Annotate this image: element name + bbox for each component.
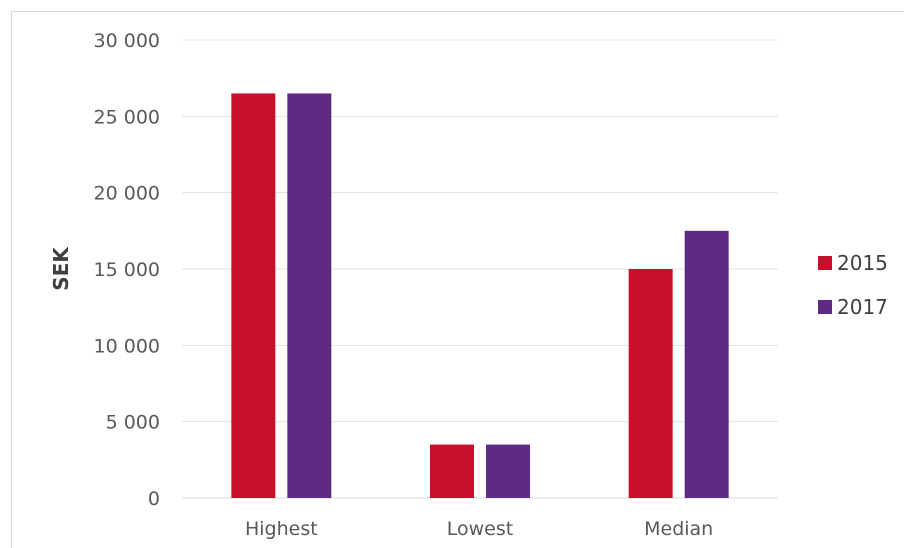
y-axis-title: SEK xyxy=(49,246,73,291)
x-tick-label: Lowest xyxy=(447,518,513,540)
y-tick-label: 15 000 xyxy=(94,259,160,281)
x-tick-label: Highest xyxy=(245,518,318,540)
legend-label-2015: 2015 xyxy=(837,251,888,275)
y-tick-label: 20 000 xyxy=(94,183,160,205)
y-tick-label: 10 000 xyxy=(94,335,160,357)
y-tick-label: 5 000 xyxy=(106,412,160,434)
gridlines xyxy=(182,39,778,499)
bar-lowest-2015 xyxy=(430,444,474,498)
y-tick-label: 30 000 xyxy=(94,30,160,52)
legend-swatch-2015 xyxy=(818,256,832,270)
bar-highest-2017 xyxy=(287,93,332,498)
y-tick-label: 25 000 xyxy=(94,106,160,128)
legend-label-2017: 2017 xyxy=(837,295,888,319)
x-axis-ticks: Highest Lowest Median xyxy=(245,518,713,540)
y-axis-ticks: 0 5 000 10 000 15 000 20 000 25 000 30 000 xyxy=(94,30,160,510)
chart-frame xyxy=(11,11,904,548)
bar-lowest-2017 xyxy=(486,444,530,498)
x-tick-label: Median xyxy=(644,518,713,540)
bar-median-2017 xyxy=(684,230,729,499)
bar-highest-2015 xyxy=(231,93,276,498)
bar-median-2015 xyxy=(628,269,673,498)
legend-swatch-2017 xyxy=(818,300,832,314)
y-tick-label: 0 xyxy=(148,488,160,510)
bars xyxy=(231,93,729,499)
legend: 2015 2017 xyxy=(818,251,888,319)
